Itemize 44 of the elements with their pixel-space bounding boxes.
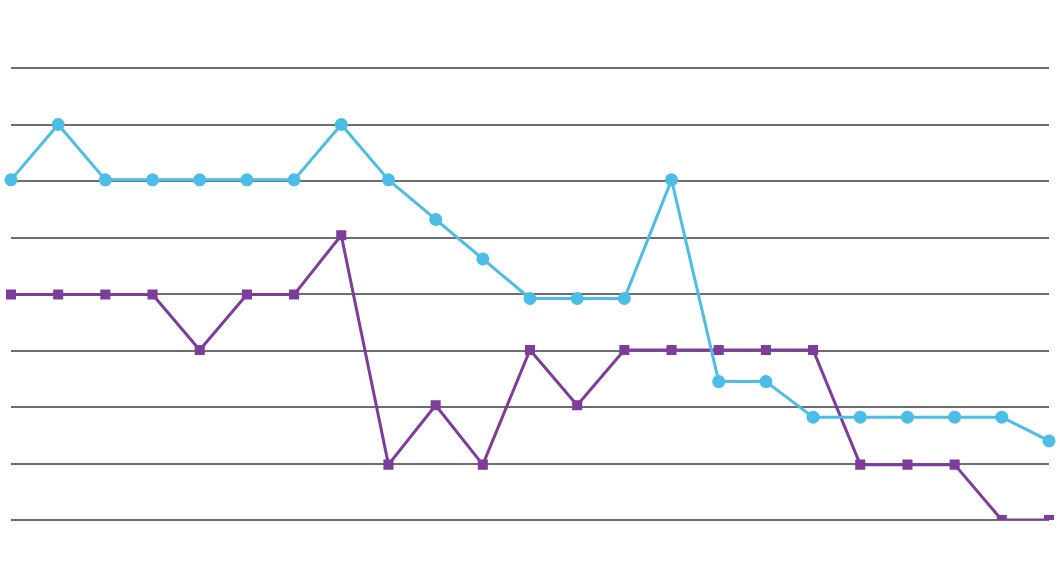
point [429,212,443,226]
point [4,173,18,187]
point [98,173,112,187]
point [712,375,726,389]
point [194,344,205,355]
point [572,400,583,411]
point [477,459,488,470]
point [430,400,441,411]
point [193,173,207,187]
point [476,252,490,266]
point [853,410,867,424]
point [900,410,914,424]
point [570,292,584,306]
point [51,118,65,131]
point [902,459,913,470]
point [53,289,64,300]
point [240,173,254,187]
point [1042,434,1056,448]
point [808,344,819,355]
point [100,289,111,300]
point [147,289,158,300]
point [383,459,394,470]
point [617,292,631,306]
point [806,410,820,424]
point [381,173,395,187]
point [713,344,724,355]
point [995,410,1009,424]
point [760,344,771,355]
point [524,344,536,355]
point [287,173,301,187]
point [334,118,348,131]
point [523,292,537,306]
point [146,173,160,187]
point [759,375,773,389]
point [336,230,347,241]
point [289,289,300,300]
point [949,459,960,470]
point [666,344,677,355]
point [619,344,630,355]
point [948,410,962,424]
point [855,459,866,470]
point [5,289,17,300]
point [665,173,679,187]
point [241,289,252,300]
